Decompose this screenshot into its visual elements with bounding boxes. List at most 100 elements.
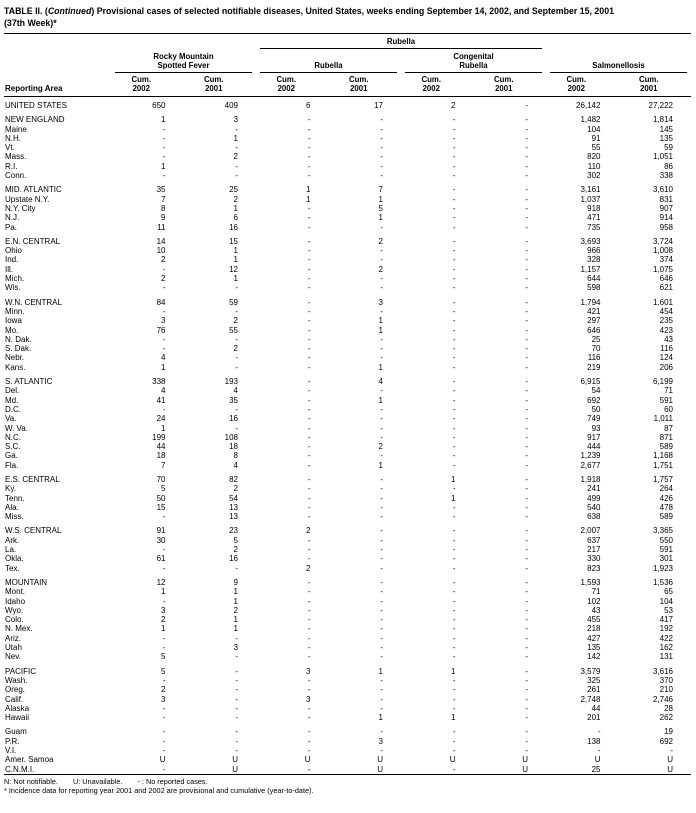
value-cell: - bbox=[307, 577, 311, 587]
value-cell: - bbox=[380, 414, 383, 424]
value-cell: 53 bbox=[664, 605, 673, 615]
value-cell: 93 bbox=[591, 423, 601, 433]
reporting-area-cell: Utah bbox=[5, 643, 22, 653]
value-cell: - bbox=[307, 675, 311, 685]
value-cell: - bbox=[525, 143, 528, 153]
value-cell: 3,610 bbox=[652, 185, 673, 195]
value-cell: - bbox=[380, 605, 383, 615]
value-cell: 54 bbox=[229, 493, 238, 503]
value-cell: - bbox=[452, 414, 456, 424]
value-cell: - bbox=[525, 442, 528, 452]
table-row: Tex. - - 2 - - - 823 1,923 bbox=[4, 564, 691, 573]
value-cell: U bbox=[594, 755, 601, 765]
value-cell: 145 bbox=[659, 124, 673, 134]
value-cell: 87 bbox=[664, 423, 673, 433]
table-row: N. Dak. - - - - - - 25 43 bbox=[4, 335, 691, 344]
reporting-area-cell: Oreg. bbox=[5, 685, 26, 695]
value-cell: - bbox=[307, 152, 311, 162]
value-cell: 1 bbox=[233, 624, 238, 634]
reporting-area-cell: Wis. bbox=[5, 283, 21, 293]
footnotes: N: Not notifiable. U: Unavailable. - : No … bbox=[4, 777, 691, 795]
value-cell: - bbox=[452, 353, 456, 363]
value-cell: 55 bbox=[591, 143, 601, 153]
value-cell: - bbox=[235, 666, 238, 676]
value-cell: - bbox=[452, 404, 456, 414]
value-cell: - bbox=[452, 325, 456, 335]
value-cell: 135 bbox=[587, 643, 601, 653]
cum-column-header: Cum. 2002 bbox=[401, 73, 474, 97]
value-cell: 1,157 bbox=[580, 264, 601, 274]
value-cell: 3 bbox=[233, 643, 238, 653]
value-cell: - bbox=[307, 316, 311, 326]
reporting-area-cell: R.I. bbox=[5, 161, 18, 171]
value-cell: 1,814 bbox=[652, 115, 673, 125]
table-row: Ky. 5 2 - - - - 241 264 bbox=[4, 484, 691, 493]
value-cell: 218 bbox=[587, 624, 601, 634]
value-cell: 116 bbox=[587, 353, 601, 363]
value-cell: - bbox=[525, 101, 528, 110]
value-cell: 18 bbox=[156, 451, 166, 461]
value-cell: 966 bbox=[587, 246, 601, 256]
value-cell: 302 bbox=[587, 171, 601, 181]
legend-no-reported-cases: - : No reported cases. bbox=[137, 776, 208, 786]
value-cell: 1 bbox=[378, 713, 383, 723]
value-cell: 1 bbox=[233, 203, 238, 213]
value-cell: - bbox=[525, 161, 528, 171]
value-cell: 70 bbox=[156, 474, 166, 484]
value-cell: - bbox=[380, 171, 383, 181]
value-cell: 76 bbox=[156, 325, 166, 335]
rubella-supergroup-label: Rubella bbox=[260, 36, 542, 49]
value-cell: 1 bbox=[451, 474, 456, 484]
table-row: PACIFIC 5 - 3 1 1 - 3,579 3,616 bbox=[4, 667, 691, 676]
value-cell: 60 bbox=[664, 404, 673, 414]
reporting-area-cell: Mo. bbox=[5, 325, 19, 335]
table-row: Oreg. 2 - - - - - 261 210 bbox=[4, 685, 691, 694]
value-cell: - bbox=[380, 124, 383, 134]
value-cell: - bbox=[307, 246, 311, 256]
mmwr-table-page: TABLE II. (Continued) Provisional cases … bbox=[4, 6, 691, 795]
value-cell: - bbox=[525, 194, 528, 204]
value-cell: U bbox=[232, 764, 238, 774]
value-cell: - bbox=[162, 545, 166, 555]
value-cell: - bbox=[380, 512, 383, 522]
value-cell: - bbox=[525, 451, 528, 461]
value-cell: - bbox=[525, 666, 528, 676]
value-cell: - bbox=[307, 133, 311, 143]
value-cell: U bbox=[304, 755, 311, 765]
table-row: NEW ENGLAND 1 3 - - - - 1,482 1,814 bbox=[4, 115, 691, 124]
value-cell: - bbox=[452, 633, 456, 643]
value-cell: - bbox=[525, 652, 528, 662]
table-row: Mich. 2 1 - - - - 644 646 bbox=[4, 274, 691, 283]
reporting-area-cell: Vt. bbox=[5, 143, 15, 153]
value-cell: 338 bbox=[659, 171, 673, 181]
value-cell: 54 bbox=[591, 386, 601, 396]
value-cell: 1,918 bbox=[580, 474, 601, 484]
table-row: C.N.M.I. - U - U - U 25 U bbox=[4, 765, 691, 775]
value-cell: - bbox=[307, 624, 311, 634]
table-row: Del. 4 4 - - - - 54 71 bbox=[4, 386, 691, 395]
value-cell: - bbox=[380, 563, 383, 573]
value-cell: 637 bbox=[587, 535, 601, 545]
reporting-area-cell: Pa. bbox=[5, 222, 18, 232]
value-cell: 3 bbox=[161, 694, 166, 704]
value-cell: 162 bbox=[659, 643, 673, 653]
value-cell: - bbox=[307, 685, 311, 695]
value-cell: 914 bbox=[659, 213, 673, 223]
reporting-area-cell: Upstate N.Y. bbox=[5, 194, 50, 204]
value-cell: 823 bbox=[587, 563, 601, 573]
value-cell: 23 bbox=[229, 526, 238, 536]
value-cell: - bbox=[452, 605, 456, 615]
reporting-area-cell: N. Mex. bbox=[5, 624, 33, 634]
table-row: Guam - - - - - - - 19 bbox=[4, 727, 691, 736]
table-row: Ill. - 12 - 2 - - 1,157 1,075 bbox=[4, 265, 691, 274]
value-cell: 71 bbox=[591, 587, 601, 597]
value-cell: - bbox=[525, 746, 528, 755]
value-cell: 28 bbox=[664, 703, 673, 713]
reporting-area-cell: Conn. bbox=[5, 171, 27, 181]
value-cell: - bbox=[307, 143, 311, 153]
table-row: S.C. 44 18 - 2 - - 444 589 bbox=[4, 442, 691, 451]
value-cell: - bbox=[307, 605, 311, 615]
value-cell: 3 bbox=[161, 605, 166, 615]
column-group-label: Congenital Rubella bbox=[405, 52, 542, 73]
value-cell: 1,011 bbox=[653, 414, 673, 424]
